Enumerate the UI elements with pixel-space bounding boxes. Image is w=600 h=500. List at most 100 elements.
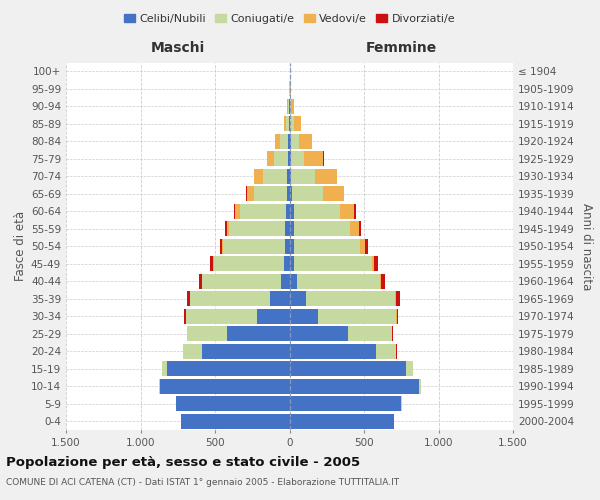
Bar — [290, 239, 293, 254]
Bar — [181, 414, 290, 428]
Bar — [318, 309, 397, 324]
Bar — [359, 222, 361, 236]
Bar — [290, 379, 419, 394]
Bar — [290, 152, 304, 166]
Bar — [340, 204, 354, 218]
Text: COMUNE DI ACI CATENA (CT) - Dati ISTAT 1° gennaio 2005 - Elaborazione TUTTITALIA: COMUNE DI ACI CATENA (CT) - Dati ISTAT 1… — [6, 478, 399, 487]
Bar — [290, 256, 295, 271]
Bar — [227, 326, 290, 341]
Bar — [183, 344, 202, 358]
Bar — [254, 186, 287, 201]
Bar — [214, 256, 284, 271]
Bar — [371, 256, 374, 271]
Bar — [284, 116, 286, 131]
Bar — [380, 274, 381, 288]
Bar — [167, 362, 290, 376]
Bar — [295, 256, 371, 271]
Bar — [184, 309, 186, 324]
Bar — [299, 134, 313, 148]
Bar — [292, 186, 323, 201]
Bar — [374, 256, 378, 271]
Y-axis label: Anni di nascita: Anni di nascita — [580, 202, 593, 290]
Bar — [176, 396, 290, 411]
Bar — [323, 186, 344, 201]
Bar — [290, 204, 293, 218]
Bar — [257, 309, 290, 324]
Bar — [290, 274, 296, 288]
Bar — [247, 186, 254, 201]
Bar — [281, 274, 290, 288]
Bar — [290, 134, 299, 148]
Bar — [224, 222, 227, 236]
Bar — [392, 326, 393, 341]
Bar — [290, 344, 376, 358]
Bar — [235, 204, 241, 218]
Bar — [234, 204, 235, 218]
Bar — [286, 204, 290, 218]
Bar — [304, 152, 323, 166]
Bar — [290, 396, 401, 411]
Bar — [350, 222, 359, 236]
Bar — [285, 239, 290, 254]
Bar — [290, 222, 293, 236]
Bar — [287, 169, 290, 184]
Text: Maschi: Maschi — [151, 41, 205, 55]
Bar — [267, 152, 274, 166]
Bar — [397, 309, 398, 324]
Bar — [241, 204, 286, 218]
Bar — [280, 134, 289, 148]
Bar — [286, 116, 289, 131]
Bar — [290, 292, 306, 306]
Bar — [419, 379, 421, 394]
Bar — [202, 344, 290, 358]
Bar — [293, 222, 350, 236]
Bar — [290, 362, 406, 376]
Bar — [286, 222, 290, 236]
Bar — [220, 239, 222, 254]
Bar — [290, 169, 291, 184]
Bar — [229, 222, 286, 236]
Bar — [287, 186, 290, 201]
Legend: Celibi/Nubili, Coniugati/e, Vedovi/e, Divorziati/e: Celibi/Nubili, Coniugati/e, Vedovi/e, Di… — [119, 10, 460, 29]
Bar — [395, 292, 396, 306]
Bar — [227, 222, 229, 236]
Bar — [289, 134, 290, 148]
Bar — [365, 239, 368, 254]
Bar — [290, 326, 347, 341]
Bar — [284, 256, 290, 271]
Bar — [275, 134, 280, 148]
Bar — [187, 326, 227, 341]
Bar — [290, 186, 292, 201]
Bar — [287, 99, 288, 114]
Bar — [381, 274, 385, 288]
Bar — [315, 169, 337, 184]
Bar — [376, 344, 397, 358]
Bar — [190, 292, 270, 306]
Bar — [354, 204, 356, 218]
Bar — [210, 256, 213, 271]
Bar — [406, 362, 413, 376]
Text: Popolazione per età, sesso e stato civile - 2005: Popolazione per età, sesso e stato civil… — [6, 456, 360, 469]
Bar — [288, 99, 289, 114]
Bar — [290, 414, 394, 428]
Bar — [254, 169, 263, 184]
Bar — [187, 292, 190, 306]
Bar — [202, 274, 281, 288]
Bar — [296, 274, 380, 288]
Bar — [293, 116, 301, 131]
Bar — [288, 152, 290, 166]
Bar — [186, 309, 257, 324]
Bar — [274, 152, 288, 166]
Bar — [291, 169, 315, 184]
Bar — [270, 292, 290, 306]
Bar — [290, 309, 318, 324]
Bar — [306, 292, 395, 306]
Bar — [293, 239, 361, 254]
Bar — [291, 99, 294, 114]
Bar — [222, 239, 223, 254]
Bar — [293, 204, 340, 218]
Bar — [161, 362, 167, 376]
Bar — [263, 169, 287, 184]
Bar — [158, 379, 160, 394]
Y-axis label: Fasce di età: Fasce di età — [14, 211, 27, 282]
